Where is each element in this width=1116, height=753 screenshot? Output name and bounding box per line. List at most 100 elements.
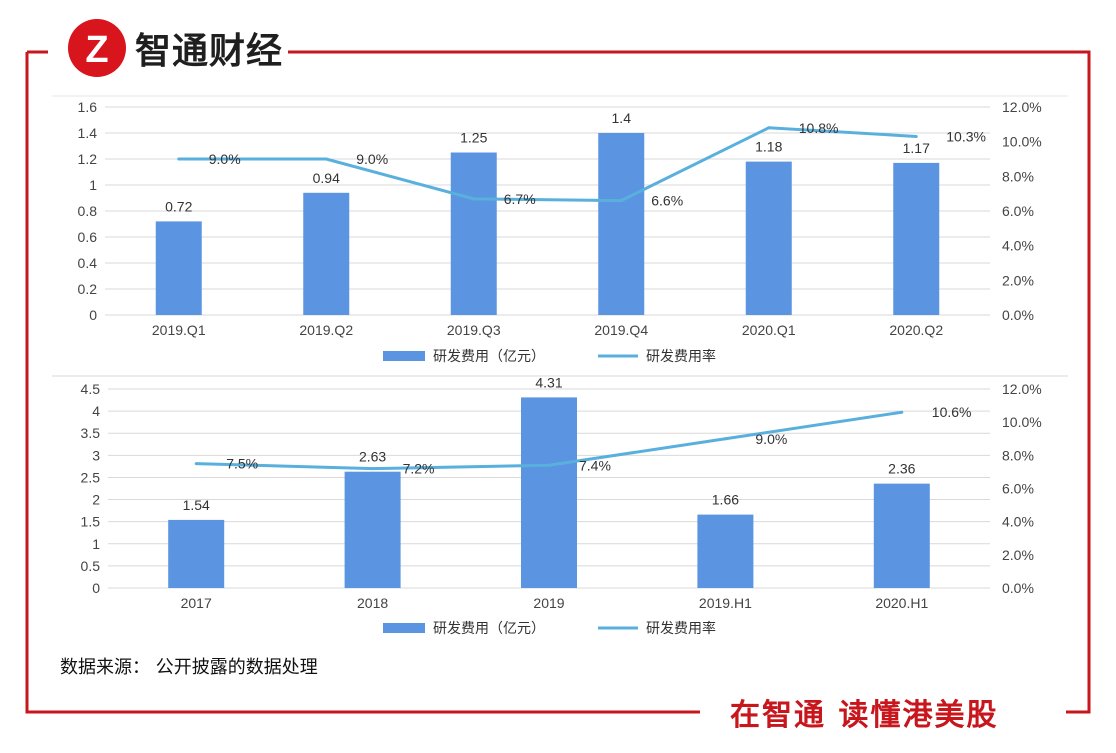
legend-line-label: 研发费用率: [646, 348, 716, 364]
y-tick-label: 0.6: [78, 229, 98, 245]
rate-data-label: 10.6%: [932, 404, 972, 420]
y-tick-label: 0: [89, 307, 97, 323]
x-tick-label: 2017: [181, 595, 212, 611]
bar: [344, 471, 401, 588]
brand-name: 智通财经: [135, 31, 284, 72]
rate-point: [324, 157, 328, 161]
y-tick-label: 2.5: [81, 469, 101, 485]
source-note: 数据来源： 公开披露的数据处理: [60, 657, 318, 678]
rate-data-label: 9.0%: [356, 151, 388, 167]
bar-data-label: 1.17: [903, 140, 930, 156]
footer-slogan: 在智通 读懂港美股: [730, 698, 999, 733]
legend-line-label: 研发费用率: [646, 620, 716, 636]
rate-data-label: 10.3%: [946, 128, 986, 144]
rate-point: [547, 463, 551, 467]
y2-tick-label: 0.0%: [1002, 307, 1034, 323]
y2-tick-label: 2.0%: [1002, 272, 1034, 288]
y-tick-label: 1: [89, 177, 97, 193]
rate-data-label: 6.7%: [504, 191, 536, 207]
legend-bar-label: 研发费用（亿元）: [433, 348, 545, 364]
bar: [155, 221, 202, 315]
rate-data-label: 9.0%: [209, 151, 241, 167]
y-tick-label: 4: [92, 403, 100, 419]
y-tick-label: 4.5: [81, 381, 101, 397]
frame-top-right: [288, 50, 1091, 714]
y-tick-label: 3: [92, 447, 100, 463]
y-tick-label: 1.6: [78, 99, 98, 115]
y2-tick-label: 4.0%: [1002, 514, 1034, 530]
bar: [521, 397, 577, 588]
y-tick-label: 3.5: [81, 425, 101, 441]
bar: [873, 483, 930, 588]
x-tick-label: 2020.Q1: [742, 322, 796, 338]
y2-tick-label: 6.0%: [1002, 481, 1034, 497]
brand-logo-icon: [68, 19, 126, 77]
y-tick-label: 0: [92, 580, 100, 596]
bar: [168, 519, 225, 588]
rate-data-label: 9.0%: [755, 431, 787, 447]
y2-tick-label: 4.0%: [1002, 238, 1034, 254]
y2-tick-label: 12.0%: [1002, 99, 1042, 115]
rate-point: [900, 410, 904, 414]
rate-point: [371, 467, 375, 471]
bar: [450, 152, 497, 315]
legend-bar-label: 研发费用（亿元）: [433, 620, 545, 636]
y2-tick-label: 8.0%: [1002, 447, 1034, 463]
rate-line: [178, 126, 917, 203]
bar-data-label: 1.18: [755, 139, 782, 155]
x-tick-label: 2019.Q3: [447, 322, 501, 338]
bar-data-label: 1.4: [612, 110, 632, 126]
rate-data-label: 10.8%: [799, 120, 839, 136]
frame-left-bottom: [25, 52, 700, 714]
y2-tick-label: 8.0%: [1002, 168, 1034, 184]
y-tick-label: 1.4: [78, 125, 98, 141]
bar-data-label: 0.72: [165, 198, 192, 214]
legend-bar-swatch: [383, 623, 425, 633]
x-tick-label: 2019.H1: [699, 595, 752, 611]
bar: [598, 133, 645, 315]
rate-point: [723, 437, 727, 441]
bar: [697, 514, 754, 588]
rate-data-label: 6.6%: [651, 193, 683, 209]
x-tick-label: 2019.Q2: [299, 322, 353, 338]
y2-tick-label: 10.0%: [1002, 134, 1042, 150]
bar-data-label: 1.66: [712, 492, 739, 508]
y-tick-label: 1.2: [78, 151, 98, 167]
y-tick-label: 0.8: [78, 203, 98, 219]
y2-tick-label: 0.0%: [1002, 580, 1034, 596]
x-tick-label: 2020.H1: [875, 595, 928, 611]
bar: [893, 162, 940, 315]
y-tick-label: 1: [92, 536, 100, 552]
bar-data-label: 2.63: [359, 449, 386, 465]
y2-tick-label: 6.0%: [1002, 203, 1034, 219]
y-tick-label: 2: [92, 492, 100, 508]
y2-tick-label: 10.0%: [1002, 414, 1042, 430]
rate-point: [194, 462, 198, 466]
rate-point: [914, 134, 918, 138]
y-tick-label: 0.4: [78, 255, 98, 271]
rate-point: [472, 197, 476, 201]
brand-logo-letter: Z: [85, 29, 108, 71]
bar-data-label: 1.54: [183, 497, 210, 513]
x-tick-label: 2019: [533, 595, 564, 611]
bar-data-label: 2.36: [888, 461, 915, 477]
rate-point: [177, 157, 181, 161]
x-tick-label: 2020.Q2: [889, 322, 943, 338]
bar-data-label: 0.94: [313, 170, 340, 186]
rate-data-label: 7.5%: [226, 456, 258, 472]
y2-tick-label: 2.0%: [1002, 547, 1034, 563]
bar: [745, 161, 792, 315]
bar: [303, 192, 350, 315]
rate-data-label: 7.2%: [403, 461, 435, 477]
x-tick-label: 2019.Q4: [594, 322, 648, 338]
bar-data-label: 1.25: [460, 130, 487, 146]
legend-bar-swatch: [383, 351, 425, 361]
x-tick-label: 2018: [357, 595, 388, 611]
rate-data-label: 7.4%: [579, 457, 611, 473]
y2-tick-label: 12.0%: [1002, 381, 1042, 397]
x-tick-label: 2019.Q1: [152, 322, 206, 338]
y-tick-label: 1.5: [81, 514, 101, 530]
